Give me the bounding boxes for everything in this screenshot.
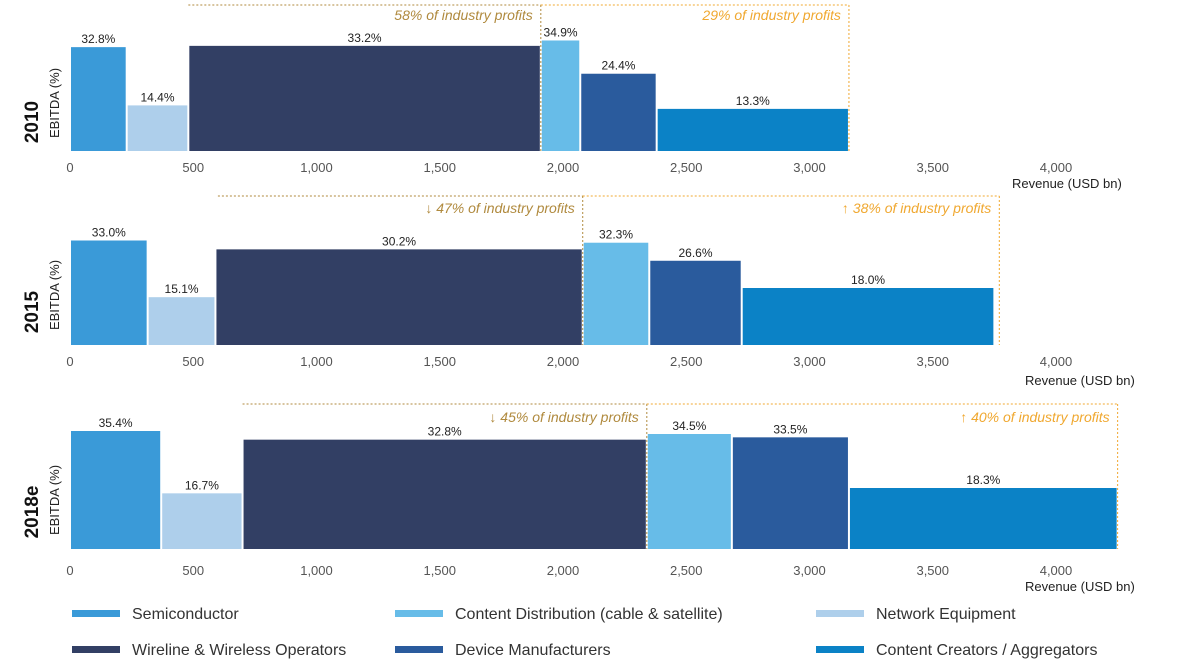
- panel-2015-x-tick: 0: [66, 354, 73, 369]
- panel-2015-x-tick: 3,500: [916, 354, 949, 369]
- panel-2010-x-tick: 500: [182, 160, 204, 175]
- panel-2018e-bar-network-equipment-label: 16.7%: [185, 478, 219, 492]
- panel-2018e-bar-semiconductor-label: 35.4%: [99, 416, 133, 430]
- panel-2018e-x-tick: 2,500: [670, 563, 703, 578]
- panel-2010-bar-device-manufacturers: [581, 73, 656, 151]
- panel-2015-x-tick: 4,000: [1040, 354, 1073, 369]
- panel-2010-bar-semiconductor: [71, 47, 126, 152]
- panel-2018e-bar-content-distribution-cable-satellite: [647, 434, 731, 549]
- panel-2010-bracket-content-label: 29% of industry profits: [701, 7, 841, 23]
- panel-2010-bar-network-equipment-label: 14.4%: [140, 90, 174, 104]
- legend-semiconductor-swatch: [72, 610, 120, 617]
- panel-2010-bar-wireline-wireless-operators-label: 33.2%: [348, 31, 382, 45]
- panel-2018e-bar-content-creators-aggregators: [849, 488, 1117, 549]
- panel-2018e-x-tick: 1,000: [300, 563, 333, 578]
- panel-2015-bracket-content-label: ↑ 38% of industry profits: [842, 200, 991, 216]
- panel-2018e-x-tick: 500: [182, 563, 204, 578]
- legend-wireline-wireless-operators-label: Wireline & Wireless Operators: [132, 642, 346, 659]
- panel-2010-x-tick: 2,500: [670, 160, 703, 175]
- panel-2015-bar-content-distribution-cable-satellite-label: 32.3%: [599, 228, 633, 242]
- panel-2010-bar-content-creators-aggregators-label: 13.3%: [736, 94, 770, 108]
- panel-2018e-year-label: 2018e: [22, 486, 43, 539]
- legend-network-equipment-swatch: [816, 610, 864, 617]
- panel-2010-bar-semiconductor-label: 32.8%: [81, 32, 115, 46]
- panel-2015-ylabel: EBITDA (%): [47, 260, 62, 330]
- panel-2010-bar-device-manufacturers-label: 24.4%: [601, 59, 635, 73]
- legend-network-equipment-label: Network Equipment: [876, 606, 1016, 623]
- panel-2010-x-tick: 0: [66, 160, 73, 175]
- panel-2015-bracket-operators-label: ↓ 47% of industry profits: [425, 200, 574, 216]
- panel-2010-x-tick: 4,000: [1040, 160, 1073, 175]
- panel-2015-bar-network-equipment-label: 15.1%: [165, 282, 199, 296]
- panel-2015-bar-wireline-wireless-operators-label: 30.2%: [382, 234, 416, 248]
- panel-2015-bar-device-manufacturers-label: 26.6%: [678, 246, 712, 260]
- panel-2010-bar-content-creators-aggregators: [657, 108, 848, 151]
- panel-2018e-bracket-operators-label: ↓ 45% of industry profits: [489, 409, 638, 425]
- panel-2010-x-tick: 1,000: [300, 160, 333, 175]
- panel-2018e-bar-semiconductor: [71, 431, 161, 549]
- panel-2015-x-tick: 1,000: [300, 354, 333, 369]
- panel-2015-x-tick: 2,000: [547, 354, 580, 369]
- panel-2018e-bar-device-manufacturers: [732, 437, 848, 549]
- panel-2015-x-tick: 2,500: [670, 354, 703, 369]
- panel-2018e-x-tick: 4,000: [1040, 563, 1073, 578]
- panel-2010-bar-wireline-wireless-operators: [189, 45, 540, 151]
- legend-content-distribution-cable-satellite-label: Content Distribution (cable & satellite): [455, 606, 723, 623]
- panel-2010-bar-content-distribution-cable-satellite-label: 34.9%: [544, 25, 578, 39]
- legend-device-manufacturers-label: Device Manufacturers: [455, 642, 611, 659]
- panel-2010-x-tick: 3,500: [916, 160, 949, 175]
- legend-device-manufacturers-swatch: [395, 646, 443, 653]
- panel-2018e-bar-content-creators-aggregators-label: 18.3%: [966, 473, 1000, 487]
- panel-2018e-x-tick: 3,000: [793, 563, 826, 578]
- panel-2015-xlabel: Revenue (USD bn): [1025, 373, 1135, 388]
- panel-2018e-bar-wireline-wireless-operators: [243, 439, 646, 549]
- panel-2010-bracket-operators-label: 58% of industry profits: [394, 7, 533, 23]
- panel-2010-xlabel: Revenue (USD bn): [1012, 176, 1122, 191]
- legend-content-distribution-cable-satellite-swatch: [395, 610, 443, 617]
- panel-2015-bar-content-creators-aggregators: [742, 288, 994, 345]
- panel-2010-bar-content-distribution-cable-satellite: [541, 40, 580, 151]
- panel-2010-x-tick: 1,500: [423, 160, 456, 175]
- panel-2010-ylabel: EBITDA (%): [47, 68, 62, 138]
- panel-2018e-bar-content-distribution-cable-satellite-label: 34.5%: [672, 419, 706, 433]
- panel-2010-bar-network-equipment: [127, 105, 188, 151]
- panel-2015-bar-network-equipment: [148, 297, 215, 345]
- panel-2018e-bracket-content-label: ↑ 40% of industry profits: [960, 409, 1109, 425]
- panel-2018e-ylabel: EBITDA (%): [47, 465, 62, 535]
- panel-2018e-bar-wireline-wireless-operators-label: 32.8%: [428, 425, 462, 439]
- legend-semiconductor-label: Semiconductor: [132, 606, 239, 623]
- panel-2018e-x-tick: 1,500: [423, 563, 456, 578]
- panel-2015-bar-content-creators-aggregators-label: 18.0%: [851, 273, 885, 287]
- panel-2018e-x-tick: 3,500: [916, 563, 949, 578]
- panel-2015-year-label: 2015: [22, 290, 43, 333]
- panel-2018e-bar-device-manufacturers-label: 33.5%: [773, 422, 807, 436]
- panel-2010-x-tick: 2,000: [547, 160, 580, 175]
- panel-2018e-bar-network-equipment: [162, 493, 242, 549]
- panel-2018e-x-tick: 0: [66, 563, 73, 578]
- panel-2015-bar-wireline-wireless-operators: [216, 249, 582, 345]
- panel-2010-x-tick: 3,000: [793, 160, 826, 175]
- panel-2018e-xlabel: Revenue (USD bn): [1025, 579, 1135, 594]
- panel-2010-year-label: 2010: [22, 101, 43, 143]
- panel-2018e-x-tick: 2,000: [547, 563, 580, 578]
- panel-2015-bar-semiconductor-label: 33.0%: [92, 226, 126, 240]
- legend-content-creators-aggregators-swatch: [816, 646, 864, 653]
- legend-wireline-wireless-operators-swatch: [72, 646, 120, 653]
- panel-2015-x-tick: 1,500: [423, 354, 456, 369]
- panel-2015-bar-content-distribution-cable-satellite: [583, 242, 649, 345]
- panel-2015-bar-semiconductor: [71, 240, 147, 345]
- legend-content-creators-aggregators-label: Content Creators / Aggregators: [876, 642, 1097, 659]
- panel-2015-x-tick: 500: [182, 354, 204, 369]
- panel-2015-bar-device-manufacturers: [650, 260, 741, 345]
- panel-2015-x-tick: 3,000: [793, 354, 826, 369]
